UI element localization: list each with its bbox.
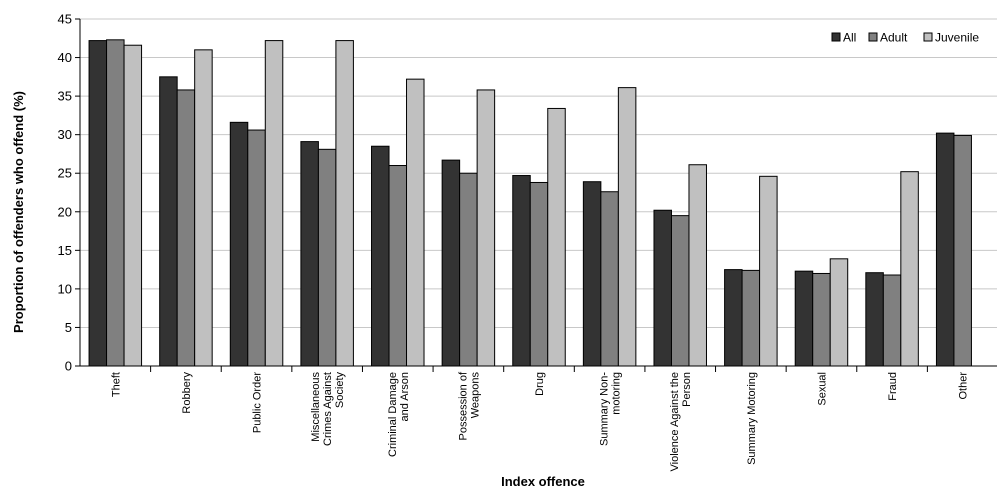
bar-adult-2 <box>247 129 266 367</box>
x-category-label-line: Society <box>334 372 346 409</box>
bar-juvenile-4 <box>406 78 425 367</box>
bar-juvenile-0 <box>123 44 143 367</box>
y-axis-title: Proportion of offenders who offend (%) <box>11 91 26 333</box>
bar-juvenile-2 <box>264 40 284 367</box>
x-category-label: Violence Against the Person <box>669 372 693 471</box>
bar-juvenile-5 <box>476 89 496 367</box>
x-category-label-line: Possession of <box>457 371 469 440</box>
bar-all-2 <box>229 121 249 367</box>
legend-label-adult: Adult <box>880 31 908 45</box>
bar-juvenile-10 <box>829 258 849 367</box>
y-tick-label: 25 <box>58 166 72 181</box>
x-category-label: Drug <box>534 372 546 396</box>
axes <box>75 18 997 372</box>
x-category-label-line: Sexual <box>816 372 828 406</box>
y-tick-label: 30 <box>58 127 72 142</box>
legend-swatch-all <box>831 32 841 42</box>
x-category-label-line: Fraud <box>887 372 899 401</box>
x-category-label-line: Theft <box>110 372 122 397</box>
bar-all-8 <box>653 209 672 367</box>
bar-juvenile-1 <box>194 49 213 367</box>
y-tick-label: 10 <box>58 281 72 296</box>
x-category-label: Other <box>958 372 970 400</box>
bar-juvenile-6 <box>547 107 566 367</box>
bar-adult-7 <box>600 191 619 367</box>
x-category-label-line: Violence Against the <box>669 372 681 471</box>
bar-juvenile-8 <box>688 164 707 367</box>
x-category-label: Sexual <box>816 372 828 406</box>
legend-label-all: All <box>843 31 856 45</box>
bar-adult-11 <box>882 274 902 367</box>
x-category-label-line: Drug <box>534 372 546 396</box>
x-category-label-line: Summary Non- <box>599 372 611 446</box>
bar-all-5 <box>441 159 461 367</box>
x-category-label: Possession of Weapons <box>457 371 481 440</box>
bar-all-3 <box>300 141 319 367</box>
bar-adult-10 <box>812 272 831 367</box>
x-category-label: Public Order <box>252 372 264 433</box>
bar-adult-12 <box>953 134 972 367</box>
bar-all-0 <box>88 40 108 367</box>
bar-all-9 <box>724 269 743 367</box>
bar-adult-8 <box>670 215 690 367</box>
x-category-label-line: Criminal Damage <box>387 372 399 457</box>
x-category-label: Miscellaneous Crimes Against Society <box>310 372 346 446</box>
x-category-label-line: Person <box>681 372 693 407</box>
y-tick-label: 35 <box>58 89 72 104</box>
y-tick-label: 20 <box>58 204 72 219</box>
x-category-label: Criminal Damage and Arson <box>387 372 411 457</box>
legend-swatch-juvenile <box>923 32 933 42</box>
x-category-label-line: Robbery <box>181 372 193 414</box>
bar-all-4 <box>371 145 390 367</box>
y-tick-labels: 0 5 10 15 20 25 30 35 40 45 <box>58 12 72 374</box>
bar-adult-4 <box>388 165 408 367</box>
bar-juvenile-7 <box>617 87 637 367</box>
bar-all-10 <box>794 270 814 367</box>
x-category-label-line: motoring <box>611 372 623 415</box>
bar-adult-6 <box>529 181 549 367</box>
x-category-label: Robbery <box>181 372 193 414</box>
x-category-label-line: Other <box>958 372 970 400</box>
x-category-label: Theft <box>110 372 122 397</box>
x-category-label-line: Miscellaneous <box>310 372 322 442</box>
bar-all-6 <box>512 175 531 367</box>
bar-all-1 <box>159 76 178 367</box>
bar-juvenile-11 <box>900 171 919 367</box>
y-tick-label: 15 <box>58 243 72 258</box>
bar-adult-3 <box>317 148 337 367</box>
legend: All Adult Juvenile <box>831 31 979 45</box>
x-category-label-line: and Arson <box>399 372 411 422</box>
y-tick-label: 0 <box>65 359 72 374</box>
legend-label-juvenile: Juvenile <box>935 31 979 45</box>
legend-swatch-adult <box>868 32 878 42</box>
x-axis-title: Index offence <box>501 474 585 489</box>
bar-adult-9 <box>741 269 761 367</box>
y-tick-label: 5 <box>65 320 72 335</box>
x-category-label-line: Crimes Against <box>322 372 334 446</box>
bar-adult-1 <box>176 89 196 367</box>
x-category-label: Summary Non-motoring <box>599 372 623 446</box>
x-category-label-line: Public Order <box>252 372 264 433</box>
bar-adult-0 <box>106 39 125 367</box>
x-category-label: Fraud <box>887 372 899 401</box>
x-category-label: Summary Motoring <box>746 372 758 465</box>
y-tick-label: 40 <box>58 50 72 65</box>
bars <box>88 39 972 367</box>
bar-all-11 <box>865 272 884 367</box>
bar-all-7 <box>582 181 602 367</box>
bar-all-12 <box>935 132 955 367</box>
x-category-label-line: Weapons <box>469 372 481 419</box>
y-tick-label: 45 <box>58 12 72 27</box>
bar-adult-5 <box>459 172 478 367</box>
bar-juvenile-3 <box>335 40 354 367</box>
x-category-labels: Theft Robbery Public Order Miscellaneous Cri… <box>110 371 969 471</box>
bar-juvenile-9 <box>759 175 778 367</box>
x-category-label-line: Summary Motoring <box>746 372 758 465</box>
